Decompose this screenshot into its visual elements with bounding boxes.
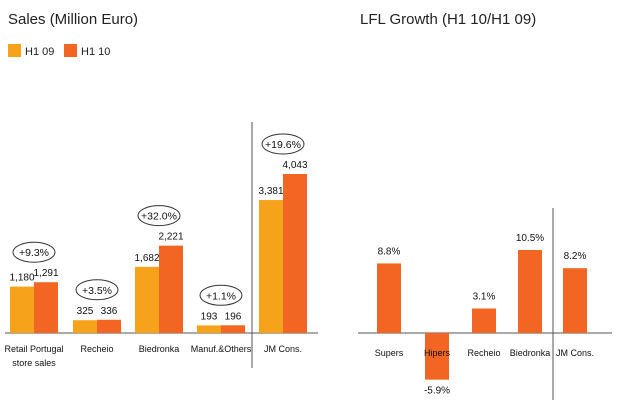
sales-bar-retail-portugal-h1-10: [34, 282, 58, 333]
sales-bar-retail-portugal-h1-09: [10, 286, 34, 333]
sales-value-biedronka-h1-10: 2,221: [158, 232, 183, 243]
lfl-value-biedronka: 10.5%: [516, 233, 544, 244]
growth-label-jm-cons: +19.6%: [265, 139, 301, 151]
lfl-bar-supers: [377, 263, 401, 333]
sales-chart-title: Sales (Million Euro): [8, 11, 138, 28]
lfl-category-label-hipers: Hipers: [424, 348, 451, 358]
legend-swatch-h1-09: [8, 44, 21, 57]
sales-value-jm-cons-h1-09: 3,381: [258, 186, 283, 197]
lfl-category-label-biedronka: Biedronka: [510, 348, 551, 358]
lfl-value-supers: 8.8%: [378, 246, 401, 257]
sales-value-retail-portugal-h1-09: 1,180: [9, 273, 34, 284]
sales-category-label-manuf-others: Manuf.&Others: [191, 344, 252, 354]
lfl-bars-group: 8.8% Supers -5.9% Hipers 3.1% Recheio 10.5% Bie…: [375, 233, 594, 397]
sales-category-label-retail-portugal: Retail Portugal: [4, 344, 63, 354]
legend-label-h1-10: H1 10: [81, 46, 110, 58]
growth-label-recheio: +3.5%: [82, 285, 112, 297]
sales-bar-biedronka-h1-10: [159, 245, 183, 333]
sales-category-label2-retail-portugal: store sales: [12, 358, 56, 368]
sales-bar-jm-cons-h1-09: [259, 200, 283, 333]
growth-ellipse-retail-portugal: [12, 241, 56, 263]
sales-bar-recheio-h1-09: [73, 320, 97, 333]
sales-bar-manuf-others-h1-10: [221, 325, 245, 333]
growth-ellipse-biedronka: [137, 205, 181, 227]
lfl-bar-hipers: [425, 333, 449, 380]
sales-value-biedronka-h1-09: 1,682: [134, 253, 159, 264]
lfl-category-label-supers: Supers: [375, 348, 404, 358]
lfl-category-label-recheio: Recheio: [467, 348, 500, 358]
sales-bar-biedronka-h1-09: [135, 266, 159, 333]
lfl-bar-recheio: [472, 308, 496, 333]
sales-bar-jm-cons-h1-10: [283, 174, 307, 333]
growth-ellipse-recheio: [75, 279, 119, 301]
growth-label-retail-portugal: +9.3%: [19, 247, 49, 259]
lfl-value-recheio: 3.1%: [473, 291, 496, 302]
sales-bar-manuf-others-h1-09: [197, 325, 221, 333]
sales-value-manuf-others-h1-09: 193: [201, 311, 218, 322]
sales-value-manuf-others-h1-10: 196: [225, 311, 242, 322]
lfl-category-label-jm-cons: JM Cons.: [556, 348, 594, 358]
sales-bar-recheio-h1-10: [97, 319, 121, 333]
lfl-value-hipers: -5.9%: [424, 386, 450, 397]
lfl-chart-title: LFL Growth (H1 10/H1 09): [360, 11, 536, 28]
growth-label-biedronka: +32.0%: [141, 211, 177, 223]
growth-label-manuf-others: +1.1%: [206, 290, 236, 302]
lfl-value-jm-cons: 8.2%: [564, 251, 587, 262]
sales-category-label-jm-cons: JM Cons.: [264, 344, 302, 354]
sales-value-recheio-h1-09: 325: [77, 306, 94, 317]
sales-value-recheio-h1-10: 336: [101, 306, 118, 317]
sales-value-jm-cons-h1-10: 4,043: [282, 160, 307, 171]
growth-ellipse-jm-cons: [261, 133, 305, 155]
growth-ellipse-manuf-others: [199, 284, 243, 306]
sales-category-label-recheio: Recheio: [80, 344, 113, 354]
lfl-bar-jm-cons: [563, 268, 587, 333]
lfl-bar-biedronka: [518, 250, 542, 333]
legend-label-h1-09: H1 09: [25, 46, 54, 58]
legend-swatch-h1-10: [64, 44, 77, 57]
sales-value-retail-portugal-h1-10: 1,291: [33, 268, 58, 279]
sales-category-label-biedronka: Biedronka: [139, 344, 180, 354]
